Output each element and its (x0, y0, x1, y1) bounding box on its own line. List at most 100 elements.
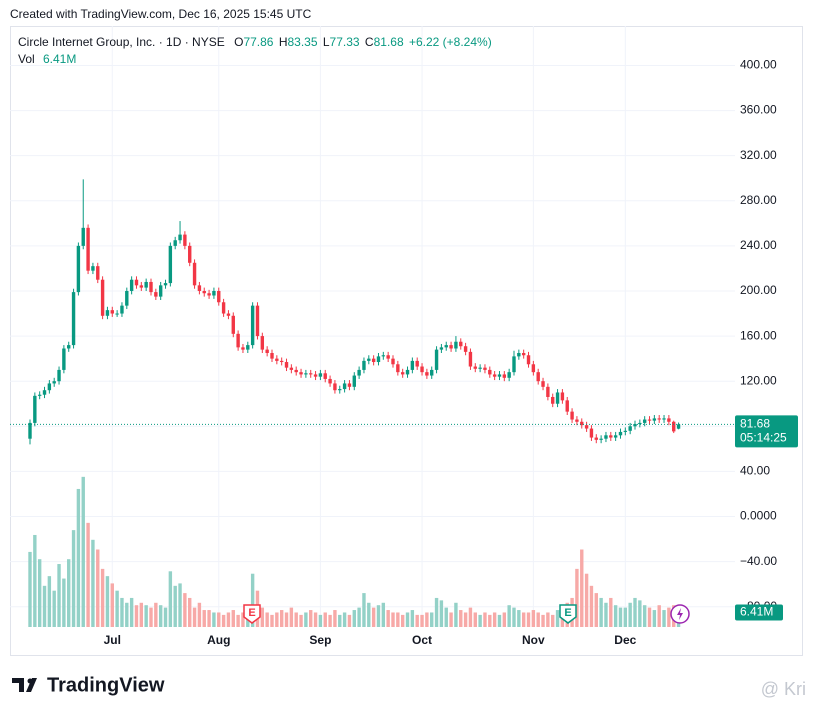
candle-body (309, 373, 313, 375)
candle-body (231, 315, 235, 334)
volume-bar (584, 573, 589, 627)
volume-bar (158, 605, 163, 627)
volume-bar (202, 610, 206, 627)
lightning-icon[interactable] (670, 604, 690, 624)
candle-body (575, 419, 579, 422)
candle-body (188, 245, 192, 263)
candle-body (613, 435, 618, 438)
volume-bar (357, 607, 361, 627)
symbol-title: Circle Internet Group, Inc. · 1D · NYSE (18, 35, 225, 49)
candle-body (410, 360, 415, 370)
y-tick-label: 160.00 (740, 328, 777, 342)
volume-bar (115, 590, 119, 627)
countdown-label: 05:14:25 (740, 431, 787, 445)
candle-body (260, 336, 265, 350)
volume-bar (294, 612, 298, 627)
volume-bar (67, 559, 71, 627)
volume-bar (642, 605, 647, 627)
volume-bar (37, 559, 42, 627)
volume-bar (488, 614, 492, 627)
candle-body (517, 352, 521, 357)
volume-bar (279, 610, 284, 627)
ohlc-letter: H (279, 35, 288, 49)
candle-body (478, 367, 482, 369)
volume-badge (735, 604, 783, 621)
candle-body (521, 352, 526, 356)
volume-bar (497, 614, 502, 627)
volume-bar (444, 607, 448, 627)
marker-label: E (564, 607, 571, 619)
credit: @ Kri (761, 679, 806, 699)
candle-body (526, 355, 531, 365)
earnings-marker: E (559, 604, 577, 624)
candle-body (294, 369, 298, 373)
candle-body (415, 360, 419, 367)
legend-line: Circle Internet Group, Inc. · 1D · NYSE … (18, 35, 492, 49)
volume-bar (517, 610, 521, 627)
candle-body (565, 400, 569, 412)
y-tick-label: 360.00 (740, 103, 777, 117)
volume-bar (396, 612, 400, 627)
candle-body (483, 367, 487, 370)
candle-body (488, 369, 492, 375)
volume-bar (575, 568, 579, 627)
x-tick-label: Dec (614, 633, 636, 647)
candle-body (183, 234, 187, 246)
volume-bar (367, 602, 371, 627)
candle-body (468, 351, 473, 367)
candle-body (81, 227, 85, 246)
volume-bar (391, 612, 395, 627)
volume-bar (628, 602, 632, 627)
volume-bar (638, 600, 642, 627)
candle-body (255, 305, 260, 337)
y-tick-label: 0.0000 (740, 509, 777, 523)
candle-body (367, 358, 371, 361)
candle-body (618, 431, 623, 436)
volume-bar (468, 607, 473, 627)
volume-bar (400, 614, 405, 627)
candle-body (250, 305, 255, 346)
volume-bar (371, 607, 376, 627)
candle-body (221, 302, 226, 314)
marker-label: E (248, 607, 255, 619)
candle-body (420, 366, 424, 373)
candle-body (551, 396, 555, 404)
candle-body (531, 364, 536, 373)
volume-bar (623, 607, 628, 627)
candle-body (667, 418, 671, 422)
volume-bar (512, 607, 516, 627)
volume-bar (250, 573, 255, 627)
volume-bar (449, 612, 453, 627)
volume-bar (144, 605, 148, 627)
candle-body (628, 426, 632, 431)
volume-bar (454, 602, 458, 627)
volume-bar (526, 612, 531, 627)
volume-bar (86, 522, 90, 627)
chart-panel (10, 26, 803, 656)
volume-bar (434, 597, 439, 627)
volume-bar (270, 614, 274, 627)
candle-body (584, 425, 589, 429)
candle-body (463, 346, 468, 352)
last-price-badge (735, 415, 798, 448)
candle-body (594, 437, 598, 440)
created-with: Created with TradingView.com, Dec 16, 20… (10, 7, 312, 21)
volume-bar (71, 530, 76, 627)
volume-bar (62, 578, 66, 627)
candle-body (33, 395, 37, 423)
volume-bar (217, 612, 221, 627)
candle-body (623, 430, 628, 432)
volume-bar (362, 593, 366, 627)
volume-value: 6.41M (43, 52, 76, 66)
volume-bar (236, 614, 240, 627)
x-tick-label: Aug (207, 633, 230, 647)
volume-bar (415, 614, 419, 627)
candle-body (304, 373, 308, 375)
volume-bar (473, 612, 477, 627)
candle-body (672, 421, 676, 432)
candle-body (67, 345, 71, 349)
candle-body (512, 356, 516, 373)
candle-body (47, 383, 52, 391)
y-tick-label: 200.00 (740, 283, 777, 297)
candle-body (212, 290, 216, 296)
